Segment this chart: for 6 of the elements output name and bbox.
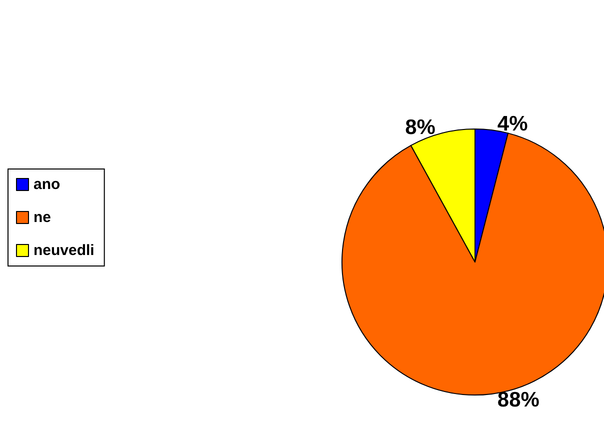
data-label: 8% xyxy=(405,116,436,139)
legend-label: ano xyxy=(34,176,60,193)
data-label: 88% xyxy=(497,388,540,412)
legend-label: ne xyxy=(34,209,52,226)
data-label: 4% xyxy=(497,112,528,136)
legend-label: neuvedli xyxy=(34,242,94,259)
